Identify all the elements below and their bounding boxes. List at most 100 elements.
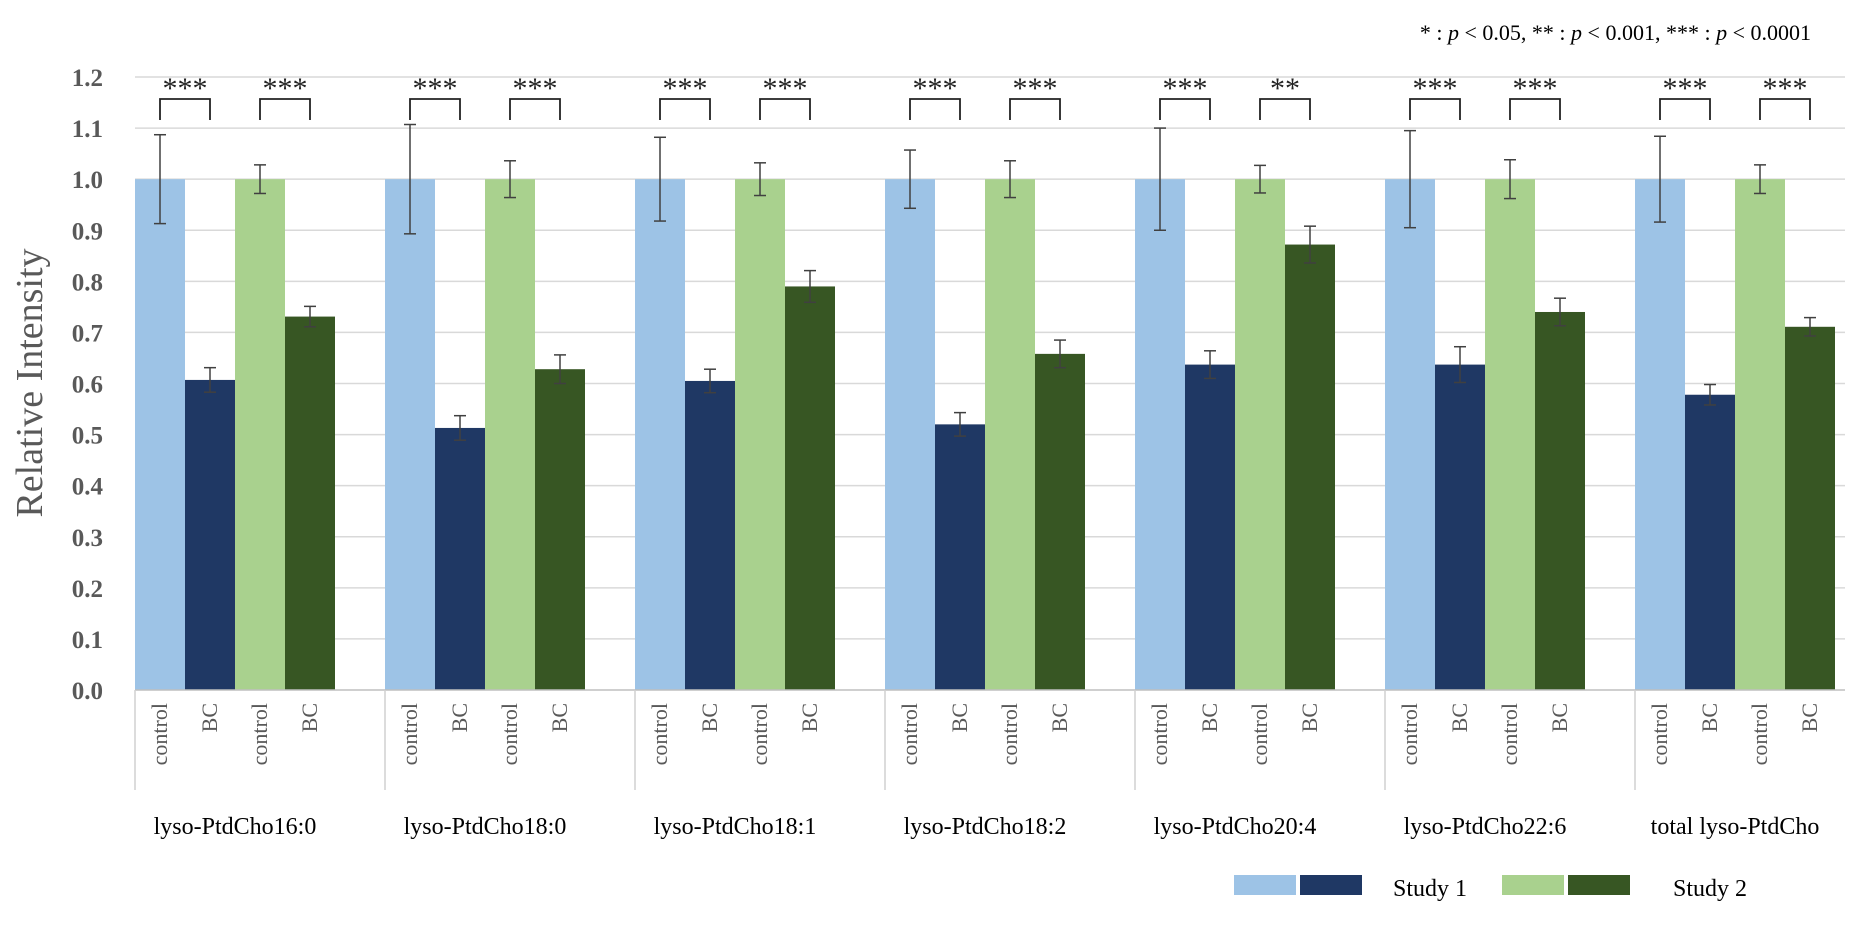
significance-bracket bbox=[259, 98, 311, 120]
y-tick-label: 0.3 bbox=[72, 525, 103, 552]
y-tick-label: 0.2 bbox=[72, 576, 103, 603]
bar-2-BC bbox=[535, 369, 585, 690]
x-tick-label: control bbox=[747, 703, 772, 765]
bar-1-BC bbox=[285, 316, 335, 690]
significance-bracket bbox=[759, 98, 811, 120]
x-tick-label: control bbox=[897, 703, 922, 765]
significance-bracket bbox=[1509, 98, 1561, 120]
x-axis: control BC control BC lyso-PtdCho16:0 control… bbox=[134, 689, 1845, 840]
significance-stars: *** bbox=[413, 72, 458, 105]
bar-3-control bbox=[635, 179, 685, 690]
bar-7-control bbox=[1735, 179, 1785, 690]
x-tick-label: BC bbox=[447, 703, 472, 732]
significance-stars: *** bbox=[513, 72, 558, 105]
bars bbox=[135, 123, 1835, 690]
significance-stars: ** bbox=[1270, 72, 1300, 105]
significance-bracket bbox=[1259, 98, 1311, 120]
significance-bracket bbox=[1759, 98, 1811, 120]
y-tick-label: 1.1 bbox=[72, 116, 103, 143]
group-label: lyso-PtdCho16:0 bbox=[154, 814, 317, 840]
bar-4-BC bbox=[1035, 353, 1085, 690]
x-tick-label: BC bbox=[547, 703, 572, 732]
significance-stars: *** bbox=[1763, 72, 1808, 105]
group-label: lyso-PtdCho22:6 bbox=[1404, 814, 1567, 840]
y-tick-label: 0.0 bbox=[72, 678, 103, 705]
bar-4-BC bbox=[935, 424, 985, 690]
y-tick-label: 1.0 bbox=[72, 167, 103, 194]
bar-7-BC bbox=[1685, 394, 1735, 690]
x-tick-label: control bbox=[397, 703, 422, 765]
bar-7-BC bbox=[1785, 326, 1835, 690]
significance-stars: *** bbox=[1513, 72, 1558, 105]
legend-swatch bbox=[1234, 875, 1296, 895]
significance-stars: *** bbox=[1663, 72, 1708, 105]
x-tick-label: control bbox=[1497, 703, 1522, 765]
x-tick-label: control bbox=[647, 703, 672, 765]
x-tick-label: control bbox=[997, 703, 1022, 765]
x-tick-label: BC bbox=[197, 703, 222, 732]
x-tick-label: BC bbox=[1047, 703, 1072, 732]
group-label: total lyso-PtdCho bbox=[1651, 814, 1820, 840]
significance-bracket bbox=[909, 98, 961, 120]
y-tick-label: 0.1 bbox=[72, 627, 103, 654]
x-tick-label: control bbox=[1397, 703, 1422, 765]
significance-bracket bbox=[159, 98, 211, 120]
x-tick-label: BC bbox=[1297, 703, 1322, 732]
x-tick-label: BC bbox=[797, 703, 822, 732]
x-tick-label: BC bbox=[697, 703, 722, 732]
significance-stars: *** bbox=[163, 72, 208, 105]
x-tick-label: BC bbox=[1547, 703, 1572, 732]
significance-bracket bbox=[1409, 98, 1461, 120]
x-tick-label: BC bbox=[297, 703, 322, 732]
significance-bracket bbox=[659, 98, 711, 120]
bar-2-BC bbox=[435, 427, 485, 690]
significance-bracket bbox=[1009, 98, 1061, 120]
bar-2-control bbox=[385, 179, 435, 690]
significance-stars: *** bbox=[1413, 72, 1458, 105]
y-tick-label: 0.7 bbox=[72, 320, 103, 347]
legend-swatch bbox=[1568, 875, 1630, 895]
significance-bracket bbox=[1659, 98, 1711, 120]
bar-1-control bbox=[135, 179, 185, 690]
x-tick-label: control bbox=[247, 703, 272, 765]
y-tick-label: 1.2 bbox=[72, 65, 103, 92]
legend: Study 1 Study 2 bbox=[1234, 875, 1747, 902]
x-tick-label: BC bbox=[1697, 703, 1722, 732]
bar-1-control bbox=[235, 179, 285, 690]
significance-stars: *** bbox=[263, 72, 308, 105]
significance-note: * : p < 0.05, ** : p < 0.001, *** : p < … bbox=[1420, 20, 1811, 45]
y-tick-label: 0.6 bbox=[72, 372, 103, 399]
legend-swatch bbox=[1502, 875, 1564, 895]
x-tick-label: control bbox=[497, 703, 522, 765]
x-tick-label: control bbox=[1247, 703, 1272, 765]
group-label: lyso-PtdCho18:2 bbox=[904, 814, 1067, 840]
bar-6-BC bbox=[1535, 311, 1585, 690]
bar-3-BC bbox=[685, 380, 735, 690]
significance-stars: *** bbox=[1013, 72, 1058, 105]
significance-stars: *** bbox=[663, 72, 708, 105]
bar-5-control bbox=[1135, 179, 1185, 690]
legend-label: Study 1 bbox=[1393, 876, 1467, 902]
bar-5-BC bbox=[1185, 364, 1235, 690]
x-tick-label: control bbox=[1747, 703, 1772, 765]
group-label: lyso-PtdCho20:4 bbox=[1154, 814, 1317, 840]
bar-6-BC bbox=[1435, 364, 1485, 690]
y-tick-label: 0.8 bbox=[72, 269, 103, 296]
y-tick-label: 0.5 bbox=[72, 423, 103, 450]
group-label: lyso-PtdCho18:1 bbox=[654, 814, 817, 840]
bar-4-control bbox=[885, 179, 935, 690]
significance-bracket bbox=[409, 98, 461, 120]
y-tick-label: 0.4 bbox=[72, 474, 104, 501]
x-tick-label: BC bbox=[1447, 703, 1472, 732]
x-tick-label: BC bbox=[1797, 703, 1822, 732]
significance-stars: *** bbox=[913, 72, 958, 105]
x-tick-label: BC bbox=[1197, 703, 1222, 732]
bar-7-control bbox=[1635, 179, 1685, 690]
bar-5-BC bbox=[1285, 244, 1335, 690]
x-tick-label: BC bbox=[947, 703, 972, 732]
significance-bracket bbox=[509, 98, 561, 120]
legend-label: Study 2 bbox=[1673, 876, 1747, 902]
bar-3-control bbox=[735, 179, 785, 690]
bar-3-BC bbox=[785, 286, 835, 690]
